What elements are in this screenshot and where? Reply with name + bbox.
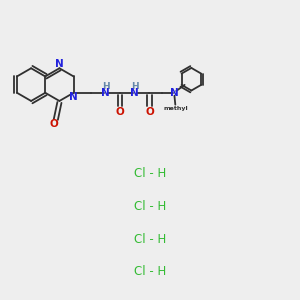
Text: H: H bbox=[102, 82, 109, 91]
Text: O: O bbox=[50, 119, 59, 129]
Text: Cl - H: Cl - H bbox=[134, 233, 166, 246]
Text: N: N bbox=[101, 88, 110, 98]
Text: N: N bbox=[55, 59, 64, 69]
Text: H: H bbox=[131, 82, 139, 91]
Text: O: O bbox=[116, 107, 124, 117]
Text: Cl - H: Cl - H bbox=[134, 200, 166, 213]
Text: O: O bbox=[145, 107, 154, 117]
Text: methyl: methyl bbox=[163, 106, 188, 111]
Text: N: N bbox=[69, 92, 78, 102]
Text: Cl - H: Cl - H bbox=[134, 266, 166, 278]
Text: Cl - H: Cl - H bbox=[134, 167, 166, 180]
Text: N: N bbox=[130, 88, 139, 98]
Text: N: N bbox=[170, 88, 179, 98]
